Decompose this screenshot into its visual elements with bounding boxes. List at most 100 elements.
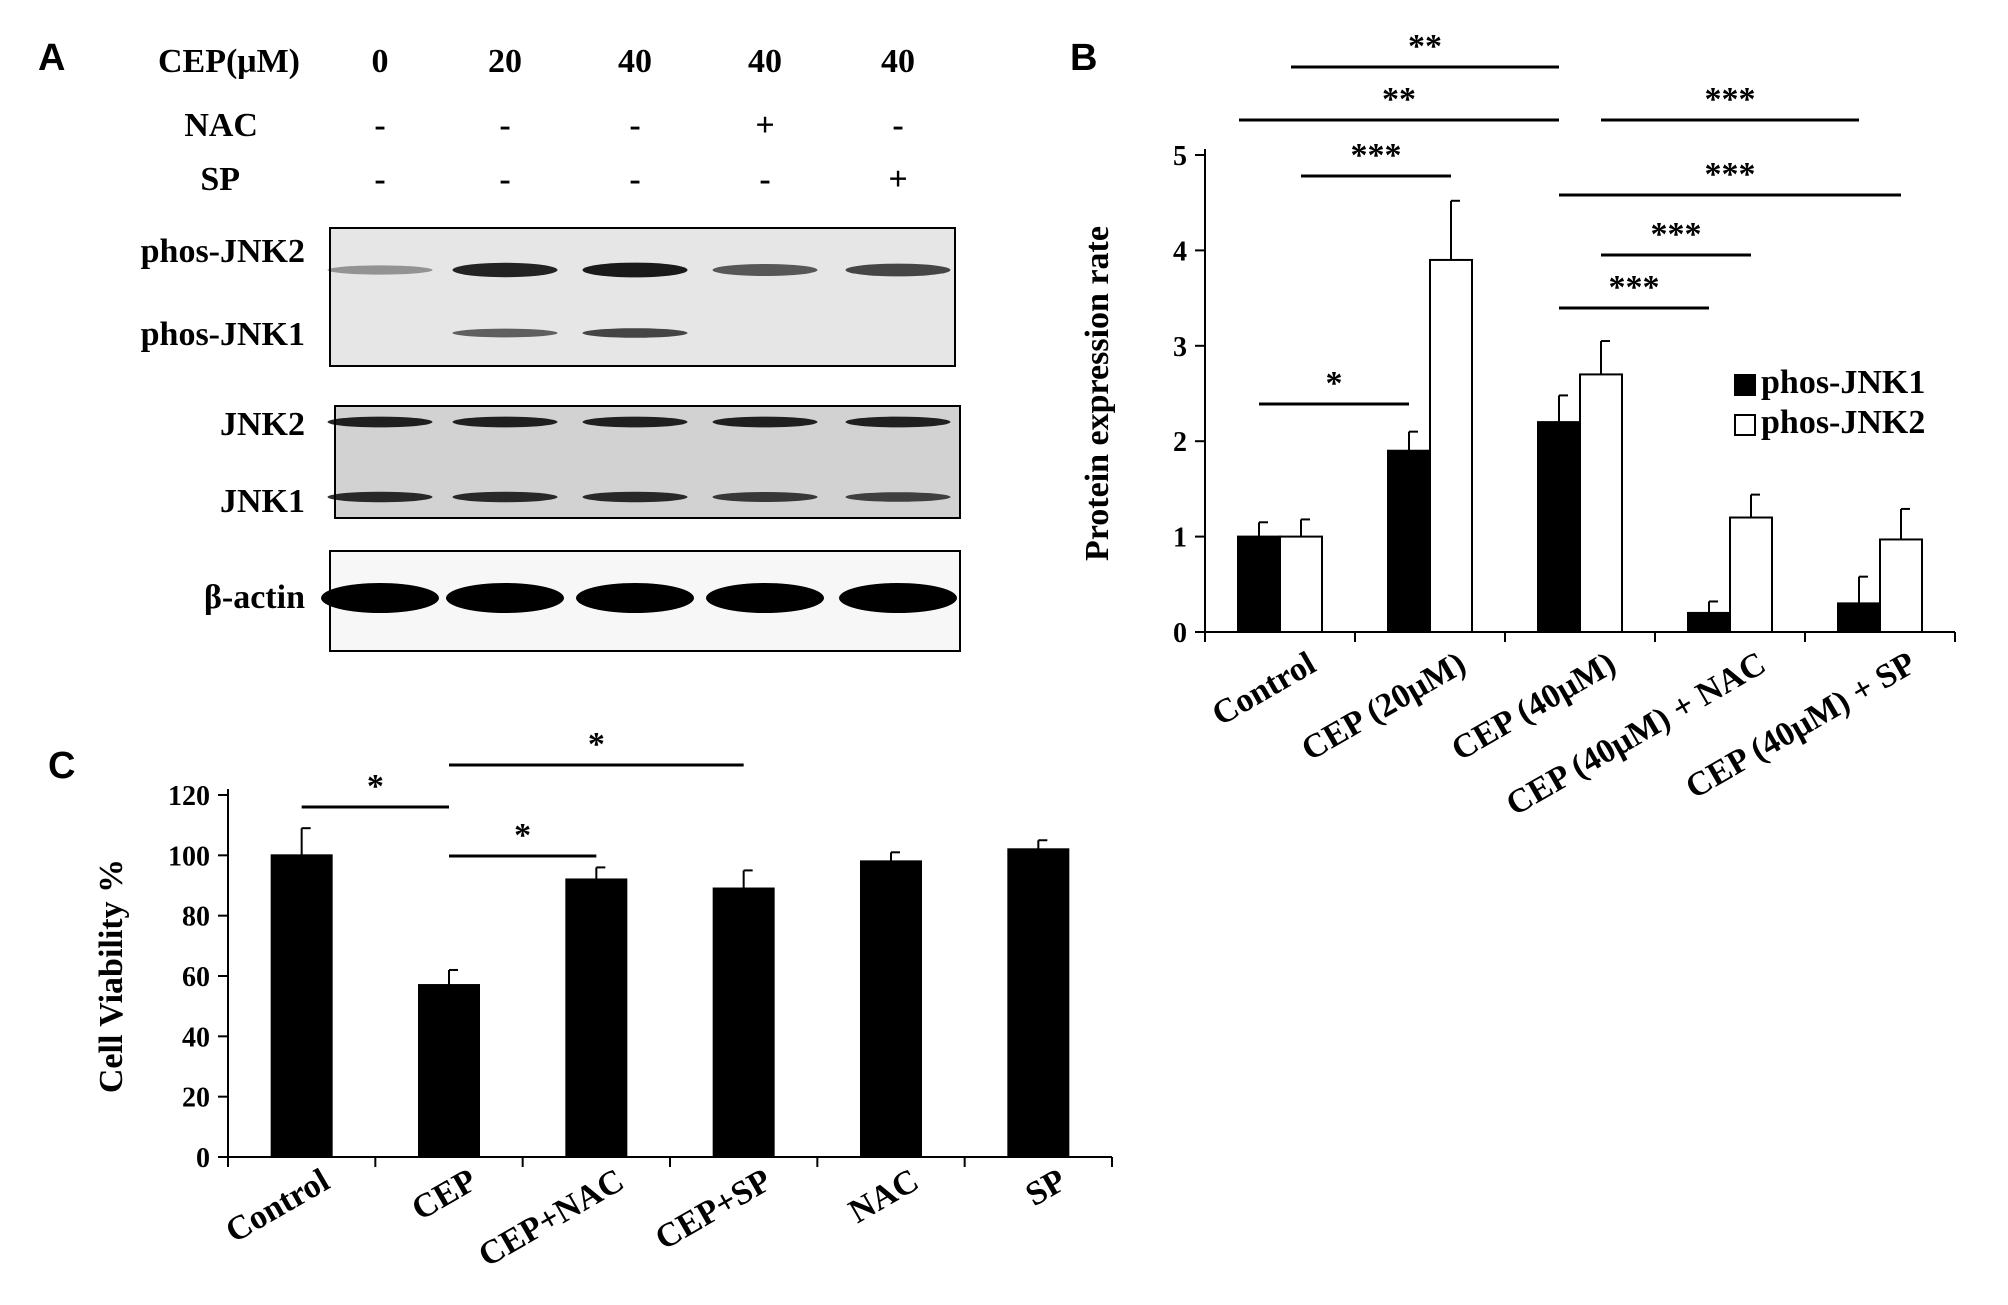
y-axis-label: Protein expression rate — [1079, 226, 1116, 561]
band — [452, 328, 558, 338]
significance-marker: ** — [1382, 81, 1416, 118]
band-label-phos-jnk1: phos-JNK1 — [141, 316, 305, 353]
band-label-actin: β-actin — [204, 579, 305, 616]
band — [839, 583, 957, 613]
significance-marker: ** — [1408, 28, 1442, 65]
treatment-value: 20 — [488, 43, 522, 80]
band — [327, 491, 433, 503]
treatment-value: + — [755, 107, 774, 144]
treatment-value: - — [629, 161, 640, 198]
category-label: NAC — [843, 1162, 925, 1231]
band — [582, 328, 688, 338]
bar — [1537, 421, 1581, 633]
band — [452, 262, 558, 278]
bar — [1237, 535, 1281, 633]
panel-c-letter: C — [48, 745, 75, 787]
treatment-label-cep: CEP(μM) — [158, 43, 300, 80]
treatment-value: - — [499, 107, 510, 144]
bar — [860, 860, 922, 1158]
bar — [1387, 449, 1431, 633]
panel-a-letter: A — [38, 37, 65, 79]
legend-swatch — [1734, 374, 1756, 396]
bar — [565, 878, 628, 1158]
blot-phospho: phos-JNK2 phos-JNK1 — [141, 227, 956, 367]
significance-marker: * — [514, 817, 531, 854]
bar — [1879, 538, 1923, 633]
band-label-phos-jnk2: phos-JNK2 — [141, 233, 305, 270]
significance-marker: *** — [1705, 156, 1756, 193]
band — [712, 416, 818, 428]
legend-label: phos-JNK2 — [1761, 404, 1925, 441]
y-tick-label: 80 — [182, 902, 210, 933]
band — [845, 263, 951, 277]
y-tick-label: 0 — [196, 1143, 210, 1174]
blot-total: JNK2 JNK1 — [220, 405, 961, 520]
significance-marker: * — [588, 726, 605, 763]
treatment-value: - — [499, 161, 510, 198]
bar — [1579, 373, 1623, 633]
category-label: Control — [1206, 645, 1322, 733]
band — [452, 416, 558, 428]
blot-frame — [329, 227, 956, 367]
category-label: CEP+NAC — [472, 1162, 630, 1275]
band — [321, 583, 439, 613]
band — [712, 264, 818, 276]
treatment-label-nac: NAC — [184, 107, 258, 144]
band — [582, 262, 688, 278]
y-tick-label: 1 — [1173, 523, 1187, 554]
y-tick-label: 120 — [168, 781, 210, 812]
treatment-value: 40 — [618, 43, 652, 80]
treatment-value: - — [629, 107, 640, 144]
treatment-value: - — [892, 107, 903, 144]
band-label-jnk2: JNK2 — [220, 406, 305, 443]
legend-swatch — [1734, 414, 1756, 436]
band — [845, 492, 951, 502]
band-label-jnk1: JNK1 — [220, 483, 305, 520]
bar — [712, 887, 775, 1158]
chart-c-cell-viability: 0 20 40 60 80 100 120 Cell Viability % Control CE… — [93, 726, 1113, 1275]
significance-marker: *** — [1705, 81, 1756, 118]
y-tick-label: 2 — [1173, 427, 1187, 458]
significance-marker: *** — [1609, 269, 1660, 306]
band — [452, 491, 558, 503]
bar — [1837, 602, 1881, 634]
treatment-value: 40 — [881, 43, 915, 80]
category-label: CEP+SP — [649, 1162, 778, 1258]
category-label: Control — [220, 1162, 336, 1250]
significance-marker: *** — [1351, 137, 1402, 174]
treatment-value: + — [888, 161, 907, 198]
treatment-value: 0 — [372, 43, 389, 80]
y-tick-label: 60 — [182, 962, 210, 993]
band — [327, 265, 433, 275]
band — [712, 492, 818, 502]
bar — [1687, 611, 1731, 633]
treatment-value: - — [374, 107, 385, 144]
bar — [1007, 848, 1070, 1158]
category-label: SP — [1019, 1162, 1072, 1214]
y-tick-label: 4 — [1173, 236, 1187, 267]
blot-images: phos-JNK2 phos-JNK1 JNK2 JNK1 β-actin — [141, 227, 961, 652]
category-label: CEP — [406, 1162, 483, 1228]
y-tick-label: 0 — [1173, 618, 1187, 649]
y-tick-label: 3 — [1173, 332, 1187, 363]
treatment-table: CEP(μM) 0 20 40 40 40 NAC - - - + - SP - - - - + — [158, 43, 915, 198]
bar — [1429, 258, 1473, 633]
band — [845, 416, 951, 428]
bar — [270, 854, 333, 1158]
treatment-label-sp: SP — [200, 161, 240, 198]
band — [327, 416, 433, 428]
panel-b-letter: B — [1070, 37, 1097, 79]
blot-actin: β-actin — [204, 550, 961, 652]
bar — [1729, 516, 1773, 634]
bar — [1279, 535, 1323, 633]
y-tick-label: 40 — [182, 1022, 210, 1053]
band — [582, 416, 688, 428]
treatment-value: 40 — [748, 43, 782, 80]
legend-label: phos-JNK1 — [1761, 364, 1925, 401]
significance-marker: * — [367, 768, 384, 805]
category-label: CEP (20μM) — [1295, 645, 1472, 768]
panel-a-western-blot: CEP(μM) 0 20 40 40 40 NAC - - - + - SP - - - - + phos-JNK… — [141, 43, 961, 652]
bar — [418, 984, 480, 1158]
